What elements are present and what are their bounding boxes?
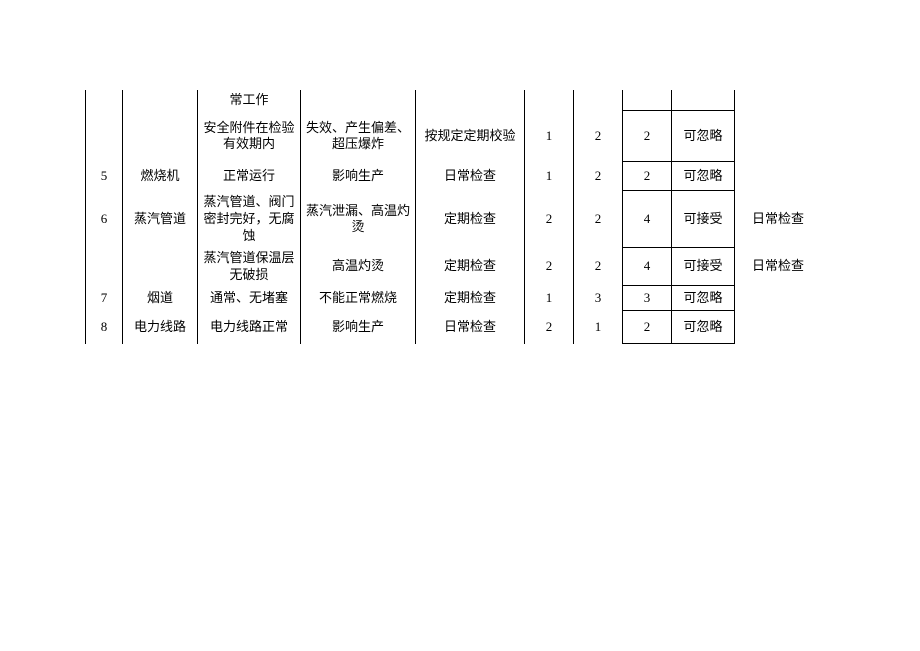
cell-v1: 2 <box>525 311 574 344</box>
cell-idx <box>86 111 123 162</box>
cell-v1: 1 <box>525 162 574 191</box>
cell-cond: 电力线路正常 <box>198 311 301 344</box>
cell-v3: 2 <box>623 162 672 191</box>
table-row: 7 烟道 通常、无堵塞 不能正常燃烧 定期检查 1 3 3 可忽略 <box>86 286 822 311</box>
cell-v2: 2 <box>574 162 623 191</box>
cell-measure <box>416 90 525 111</box>
cell-risk: 不能正常燃烧 <box>301 286 416 311</box>
cell-eval: 可接受 <box>672 191 735 248</box>
cell-v1: 1 <box>525 111 574 162</box>
cell-v3: 2 <box>623 111 672 162</box>
table-row: 6 蒸汽管道 蒸汽管道、阀门密封完好，无腐蚀 蒸汽泄漏、高温灼烫 定期检查 2 … <box>86 191 822 248</box>
cell-measure: 定期检查 <box>416 248 525 286</box>
cell-name <box>123 248 198 286</box>
table-row: 安全附件在检验有效期内 失效、产生偏差、超压爆炸 按规定定期校验 1 2 2 可… <box>86 111 822 162</box>
table-row: 常工作 <box>86 90 822 111</box>
cell-eval: 可接受 <box>672 248 735 286</box>
cell-measure: 按规定定期校验 <box>416 111 525 162</box>
cell-eval: 可忽略 <box>672 311 735 344</box>
table-row: 8 电力线路 电力线路正常 影响生产 日常检查 2 1 2 可忽略 <box>86 311 822 344</box>
cell-risk: 高温灼烫 <box>301 248 416 286</box>
cell-v2: 2 <box>574 191 623 248</box>
cell-note <box>735 90 822 111</box>
cell-risk: 蒸汽泄漏、高温灼烫 <box>301 191 416 248</box>
table-row: 蒸汽管道保温层无破损 高温灼烫 定期检查 2 2 4 可接受 日常检查 <box>86 248 822 286</box>
cell-idx: 6 <box>86 191 123 248</box>
cell-cond: 通常、无堵塞 <box>198 286 301 311</box>
cell-v3: 4 <box>623 248 672 286</box>
cell-eval <box>672 90 735 111</box>
cell-idx: 5 <box>86 162 123 191</box>
cell-risk <box>301 90 416 111</box>
cell-v1: 1 <box>525 286 574 311</box>
cell-cond: 蒸汽管道保温层无破损 <box>198 248 301 286</box>
cell-v3 <box>623 90 672 111</box>
cell-note <box>735 111 822 162</box>
cell-v2 <box>574 90 623 111</box>
cell-cond: 常工作 <box>198 90 301 111</box>
cell-v3: 3 <box>623 286 672 311</box>
cell-risk: 失效、产生偏差、超压爆炸 <box>301 111 416 162</box>
cell-v1: 2 <box>525 191 574 248</box>
cell-name: 烟道 <box>123 286 198 311</box>
cell-eval: 可忽略 <box>672 162 735 191</box>
cell-note: 日常检查 <box>735 248 822 286</box>
cell-risk: 影响生产 <box>301 162 416 191</box>
cell-name: 蒸汽管道 <box>123 191 198 248</box>
cell-v1 <box>525 90 574 111</box>
cell-name <box>123 111 198 162</box>
cell-v3: 4 <box>623 191 672 248</box>
cell-v2: 2 <box>574 248 623 286</box>
cell-cond: 正常运行 <box>198 162 301 191</box>
document-page: 常工作 安全附件在检验有效期内 失效、产生偏差、超压爆炸 按规定定期校验 1 2… <box>0 0 920 651</box>
cell-v3: 2 <box>623 311 672 344</box>
cell-v2: 2 <box>574 111 623 162</box>
cell-cond: 安全附件在检验有效期内 <box>198 111 301 162</box>
cell-note <box>735 286 822 311</box>
cell-note <box>735 311 822 344</box>
cell-idx <box>86 248 123 286</box>
cell-measure: 日常检查 <box>416 311 525 344</box>
cell-measure: 日常检查 <box>416 162 525 191</box>
cell-eval: 可忽略 <box>672 286 735 311</box>
cell-idx <box>86 90 123 111</box>
cell-note <box>735 162 822 191</box>
cell-v2: 1 <box>574 311 623 344</box>
cell-v2: 3 <box>574 286 623 311</box>
cell-name <box>123 90 198 111</box>
cell-measure: 定期检查 <box>416 191 525 248</box>
cell-measure: 定期检查 <box>416 286 525 311</box>
cell-note: 日常检查 <box>735 191 822 248</box>
cell-cond: 蒸汽管道、阀门密封完好，无腐蚀 <box>198 191 301 248</box>
table-row: 5 燃烧机 正常运行 影响生产 日常检查 1 2 2 可忽略 <box>86 162 822 191</box>
risk-table: 常工作 安全附件在检验有效期内 失效、产生偏差、超压爆炸 按规定定期校验 1 2… <box>85 90 821 344</box>
cell-name: 燃烧机 <box>123 162 198 191</box>
cell-risk: 影响生产 <box>301 311 416 344</box>
cell-idx: 7 <box>86 286 123 311</box>
cell-v1: 2 <box>525 248 574 286</box>
cell-name: 电力线路 <box>123 311 198 344</box>
cell-eval: 可忽略 <box>672 111 735 162</box>
cell-idx: 8 <box>86 311 123 344</box>
